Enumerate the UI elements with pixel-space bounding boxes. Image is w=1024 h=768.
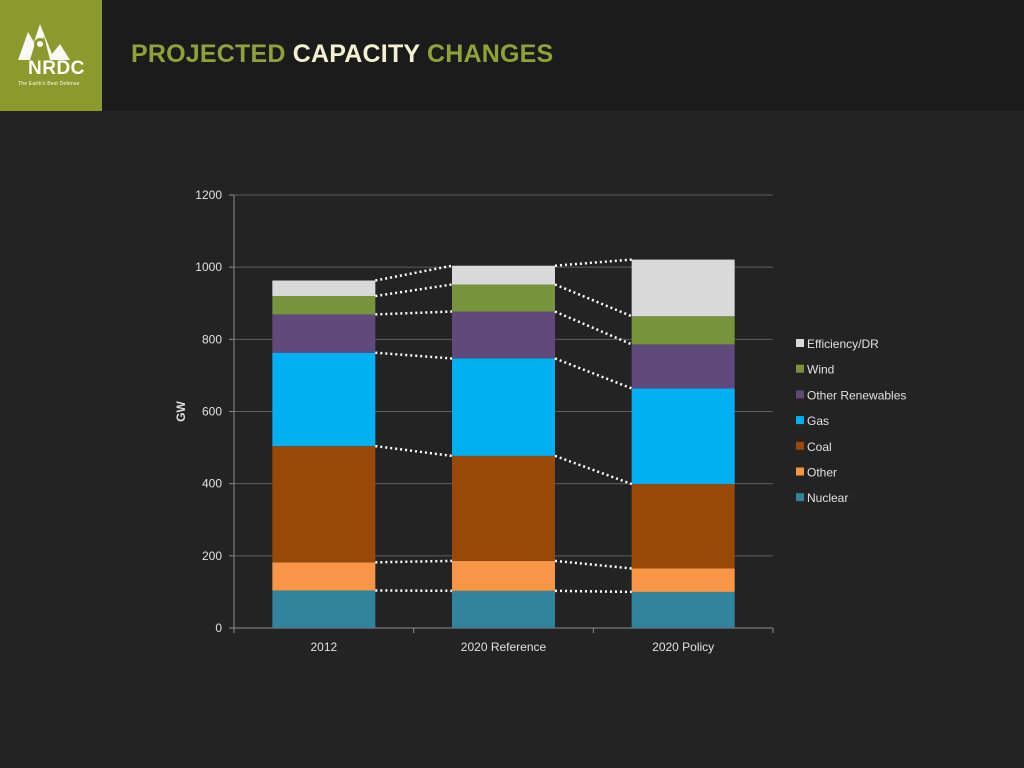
connector-line [555, 591, 632, 592]
legend-label: Other [807, 466, 837, 480]
y-tick-label: 400 [202, 477, 222, 491]
bar-segment-other [632, 568, 735, 591]
bar-segment-efficiency-dr [452, 266, 555, 285]
stacked-bar-chart: 0 200 400 600 800 1000 1200 GW 2012 2020 Referenc… [0, 111, 1024, 768]
legend-swatch [796, 442, 804, 450]
connector-line [375, 284, 452, 296]
legend-label: Wind [807, 363, 834, 377]
legend-label: Gas [807, 414, 829, 428]
bar-segment-wind [632, 316, 735, 344]
slide-title: PROJECTED CAPACITY CHANGES [131, 40, 553, 69]
bar-segment-other [452, 561, 555, 591]
x-tick-label: 2020 Reference [461, 640, 547, 654]
legend-swatch [796, 339, 804, 347]
bar-segment-nuclear [632, 592, 735, 628]
legend-label: Coal [807, 440, 832, 454]
nrdc-logo: NRDC The Earth's Best Defense [0, 0, 102, 111]
bar-segment-wind [452, 284, 555, 311]
connector-line [375, 446, 452, 456]
x-tick-label: 2020 Policy [652, 640, 714, 654]
bar-segment-nuclear [452, 591, 555, 628]
legend-swatch [796, 493, 804, 501]
bar-segment-efficiency-dr [632, 260, 735, 317]
y-tick-label: 800 [202, 332, 222, 346]
bar-segment-gas [632, 388, 735, 484]
bar-segment-other-renewables [452, 312, 555, 359]
y-tick-label: 200 [202, 549, 222, 563]
connector-line [375, 353, 452, 359]
title-part-1: PROJECTED [131, 40, 293, 68]
y-tick-label: 600 [202, 405, 222, 419]
title-part-2: CAPACITY [293, 40, 420, 68]
y-tick-label: 1200 [195, 188, 222, 202]
bar-segment-gas [272, 353, 375, 446]
legend-label: Nuclear [807, 491, 848, 505]
slide-header: NRDC The Earth's Best Defense PROJECTED … [0, 0, 1024, 111]
connector-line [555, 456, 632, 484]
bar-segment-efficiency-dr [272, 281, 375, 297]
title-part-3: CHANGES [420, 40, 554, 68]
x-tick-label: 2012 [310, 640, 337, 654]
bar-segment-coal [452, 456, 555, 561]
bar-segment-other-renewables [632, 344, 735, 388]
logo-text: NRDC [28, 58, 85, 80]
y-axis-label: GW [174, 401, 188, 422]
y-tick-label: 1000 [195, 260, 222, 274]
legend-swatch [796, 468, 804, 476]
bar-segment-coal [272, 446, 375, 562]
connector-line [555, 284, 632, 316]
legend-swatch [796, 416, 804, 424]
bar-segment-nuclear [272, 590, 375, 628]
connector-line [375, 312, 452, 315]
mountain-trees-logo-icon [0, 0, 102, 111]
connector-line [555, 358, 632, 388]
bar-segment-gas [452, 358, 555, 455]
y-tick-label: 0 [215, 621, 222, 635]
legend-swatch [796, 390, 804, 398]
legend-label: Other Renewables [807, 388, 906, 402]
connector-line [375, 266, 452, 281]
bar-segment-wind [272, 296, 375, 314]
bar-segment-coal [632, 484, 735, 568]
connector-line [375, 561, 452, 562]
legend-label: Efficiency/DR [807, 337, 879, 351]
logo-tagline: The Earth's Best Defense [18, 81, 88, 87]
legend-swatch [796, 365, 804, 373]
bar-segment-other-renewables [272, 314, 375, 352]
bar-segment-other [272, 562, 375, 590]
connector-line [555, 561, 632, 569]
connector-line [555, 260, 632, 266]
